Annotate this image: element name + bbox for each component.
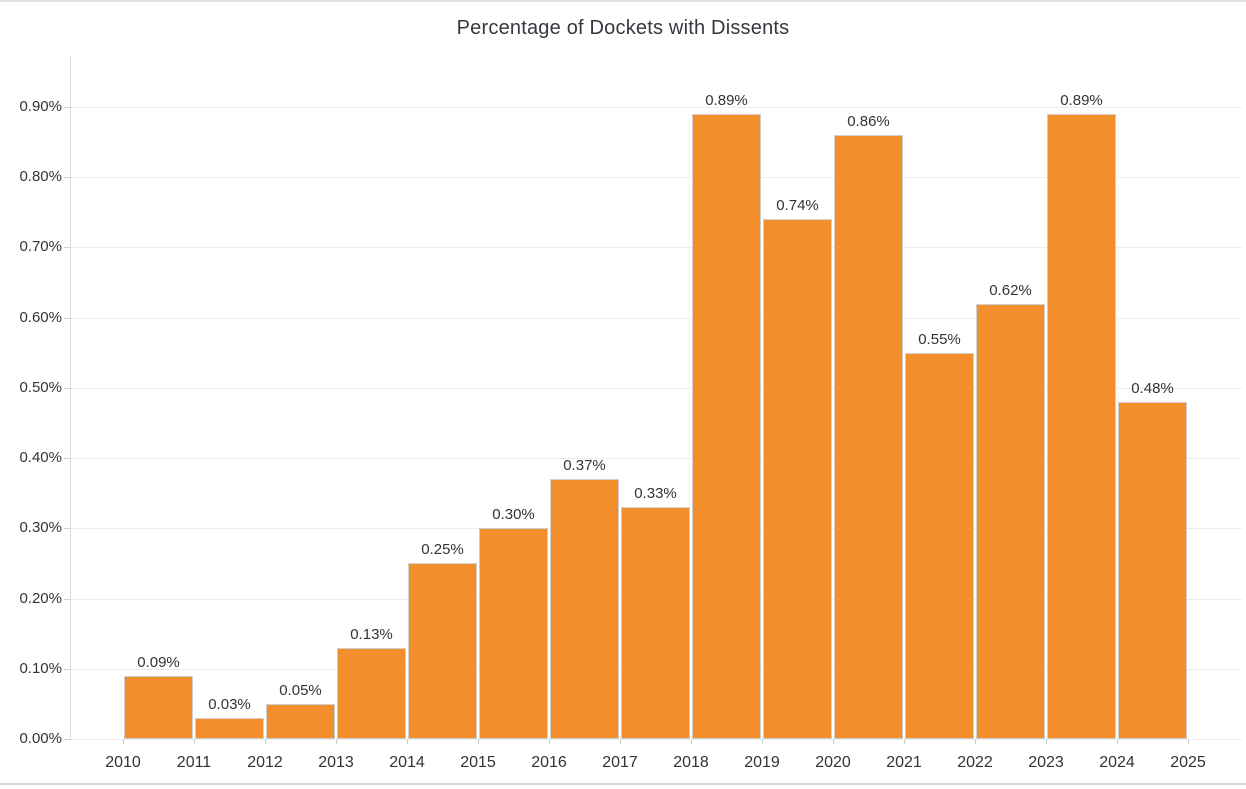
bar-2022[interactable]	[976, 303, 1045, 739]
x-tick-mark	[1188, 739, 1189, 744]
bar-value-label: 0.30%	[492, 506, 535, 524]
bar-value-label: 0.25%	[421, 541, 464, 559]
x-tick-mark	[478, 739, 479, 744]
bar-value-label: 0.89%	[705, 92, 748, 110]
bar-value-label: 0.48%	[1131, 379, 1174, 397]
bar-2024[interactable]	[1118, 401, 1187, 739]
window-bottom-border	[0, 783, 1246, 785]
y-axis-tick-label: 0.10%	[19, 659, 62, 677]
x-axis-tick-label: 2013	[318, 754, 354, 771]
x-tick-mark	[904, 739, 905, 744]
bar-2015[interactable]	[479, 528, 548, 739]
x-axis-tick-label: 2024	[1099, 754, 1135, 771]
x-axis-tick-label: 2022	[957, 754, 993, 771]
y-axis-tick-label: 0.40%	[19, 449, 62, 467]
y-gridline	[70, 458, 1242, 460]
x-tick-mark	[691, 739, 692, 744]
y-tick-mark	[64, 528, 70, 530]
x-axis-tick-label: 2012	[247, 754, 283, 771]
x-tick-mark	[975, 739, 976, 744]
x-tick-mark	[336, 739, 337, 744]
bar-value-label: 0.05%	[279, 681, 322, 699]
bar-value-label: 0.89%	[1060, 92, 1103, 110]
x-axis-tick-label: 2025	[1170, 754, 1206, 771]
x-axis-tick-label: 2014	[389, 754, 425, 771]
y-axis-tick-label: 0.30%	[19, 519, 62, 537]
x-axis-tick-label: 2018	[673, 754, 709, 771]
window-top-border	[0, 0, 1246, 2]
bar-value-label: 0.13%	[350, 625, 393, 643]
x-tick-mark	[549, 739, 550, 744]
y-tick-mark	[64, 247, 70, 249]
x-tick-mark	[123, 739, 124, 744]
bar-2020[interactable]	[834, 135, 903, 739]
x-axis-tick-label: 2015	[460, 754, 496, 771]
x-tick-mark	[762, 739, 763, 744]
y-gridline	[70, 387, 1242, 389]
bar-value-label: 0.86%	[847, 113, 890, 131]
bar-2011[interactable]	[195, 717, 264, 739]
bar-2014[interactable]	[408, 563, 477, 739]
x-axis-tick-label: 2011	[176, 754, 212, 771]
x-axis-tick-label: 2010	[105, 754, 141, 771]
y-gridline	[70, 247, 1242, 249]
bar-2012[interactable]	[266, 703, 335, 739]
x-axis-tick-label: 2023	[1028, 754, 1064, 771]
bar-value-label: 0.33%	[634, 485, 677, 503]
x-tick-mark	[620, 739, 621, 744]
bar-2019[interactable]	[763, 219, 832, 739]
y-axis-line	[70, 55, 71, 740]
x-tick-mark	[194, 739, 195, 744]
y-gridline	[70, 317, 1242, 319]
y-tick-mark	[64, 668, 70, 670]
y-tick-mark	[64, 598, 70, 600]
bar-2016[interactable]	[550, 479, 619, 739]
bar-value-label: 0.09%	[137, 653, 180, 671]
x-tick-mark	[833, 739, 834, 744]
y-tick-mark	[64, 387, 70, 389]
y-axis-tick-label: 0.50%	[19, 378, 62, 396]
bar-value-label: 0.74%	[776, 197, 819, 215]
bar-2021[interactable]	[905, 352, 974, 739]
y-tick-mark	[64, 458, 70, 460]
x-tick-mark	[1117, 739, 1118, 744]
x-tick-mark	[265, 739, 266, 744]
bar-value-label: 0.03%	[208, 695, 251, 713]
y-gridline	[70, 739, 1242, 740]
y-axis-tick-label: 0.80%	[19, 168, 62, 186]
x-axis-tick-label: 2019	[744, 754, 780, 771]
bar-value-label: 0.62%	[989, 281, 1032, 299]
bar-2010[interactable]	[124, 675, 193, 739]
y-tick-mark	[64, 107, 70, 108]
x-axis-tick-label: 2016	[531, 754, 567, 771]
y-axis-tick-label: 0.90%	[19, 98, 62, 115]
bar-2023[interactable]	[1047, 114, 1116, 739]
x-axis-tick-label: 2020	[815, 754, 851, 771]
x-axis-tick-label: 2021	[886, 754, 922, 771]
y-tick-mark	[64, 177, 70, 179]
y-axis-tick-label: 0.60%	[19, 308, 62, 326]
bar-2017[interactable]	[621, 507, 690, 739]
bar-value-label: 0.55%	[918, 330, 961, 348]
y-axis-tick-label: 0.70%	[19, 238, 62, 256]
chart-title: Percentage of Dockets with Dissents	[456, 17, 790, 39]
y-axis-tick-label: 0.00%	[19, 730, 62, 747]
bar-value-label: 0.37%	[563, 457, 606, 475]
y-tick-mark	[64, 739, 70, 740]
x-axis-tick-label: 2017	[602, 754, 638, 771]
y-gridline	[70, 107, 1242, 108]
x-tick-mark	[407, 739, 408, 744]
y-axis-tick-label: 0.20%	[19, 589, 62, 607]
y-tick-mark	[64, 317, 70, 319]
bar-2018[interactable]	[692, 114, 761, 739]
y-gridline	[70, 177, 1242, 179]
bar-2013[interactable]	[337, 647, 406, 739]
x-tick-mark	[1046, 739, 1047, 744]
